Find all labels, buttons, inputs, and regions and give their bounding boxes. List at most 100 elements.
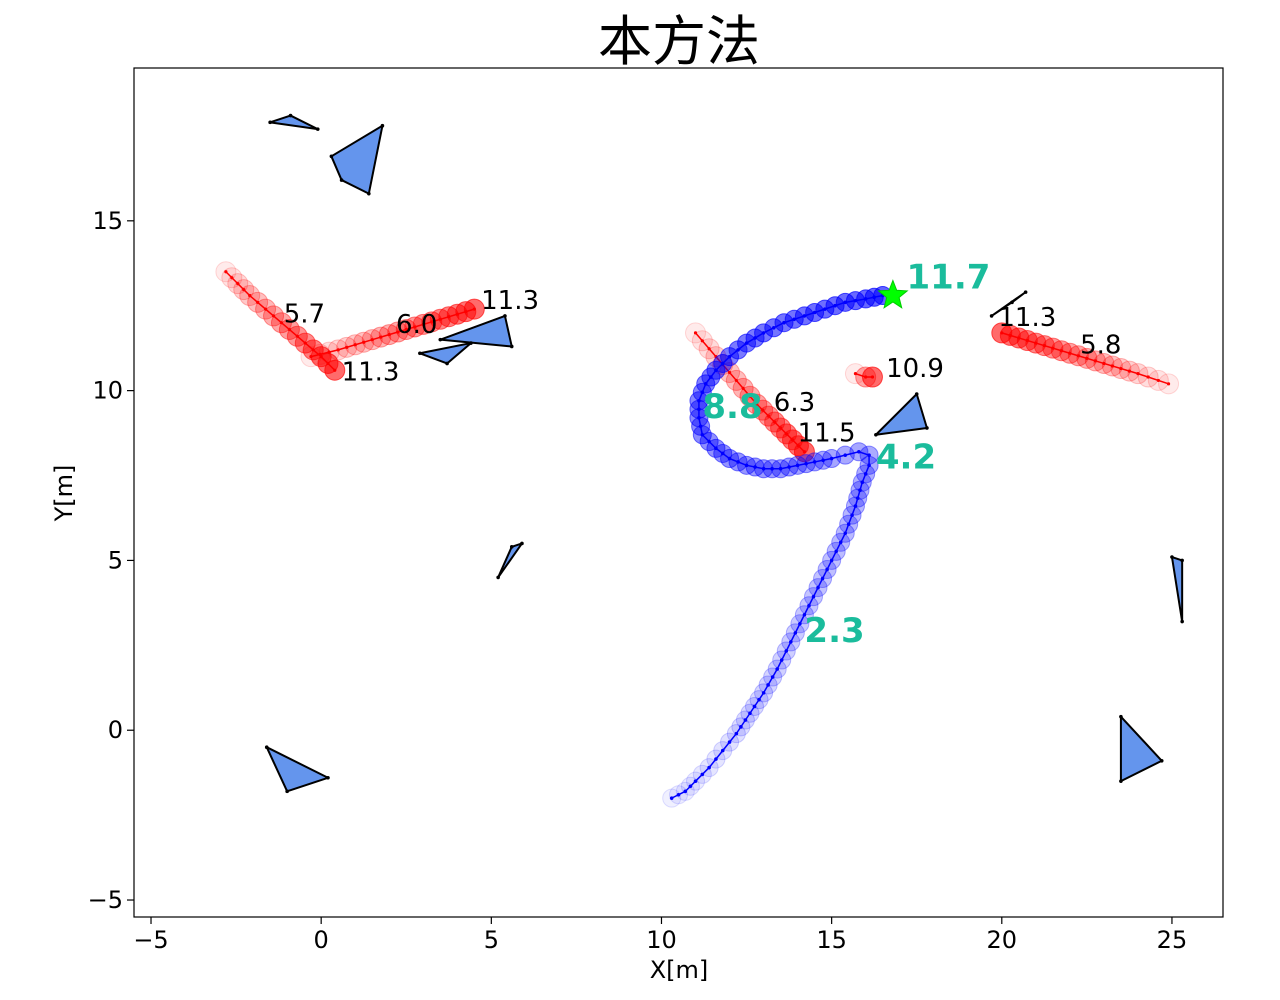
pedestrian-1-point bbox=[318, 352, 322, 356]
robot-point bbox=[804, 461, 808, 466]
robot-point bbox=[707, 765, 711, 770]
pedestrian-2-point bbox=[790, 438, 795, 442]
robot-point bbox=[739, 725, 743, 729]
pedestrian-1-point bbox=[379, 335, 383, 339]
pedestrian-4-point bbox=[1034, 341, 1038, 345]
pedestrian-1-point bbox=[430, 320, 434, 324]
robot-point bbox=[872, 295, 876, 300]
obstacle-7 bbox=[990, 291, 1027, 317]
robot-point bbox=[784, 649, 789, 653]
pedestrian-4-point bbox=[1136, 372, 1140, 376]
robot-point bbox=[857, 449, 861, 454]
pedestrian-4-point bbox=[1025, 338, 1029, 343]
obstacle-9-vertex-2 bbox=[1119, 779, 1123, 783]
pedestrian-1-point bbox=[362, 340, 366, 344]
robot-point bbox=[867, 463, 871, 468]
y-tick-label-15: 15 bbox=[92, 207, 123, 235]
pedestrian-0-point bbox=[230, 276, 234, 280]
y-axis: −5 0 5 10 15 bbox=[88, 207, 134, 914]
obstacle-1-vertex-1 bbox=[380, 123, 385, 128]
robot-point bbox=[709, 375, 713, 379]
y-axis-label: Y[m] bbox=[50, 465, 78, 523]
obstacle-8-vertex-2 bbox=[1180, 619, 1184, 624]
robot-time-label-0: 2.3 bbox=[804, 611, 864, 651]
pedestrian-4-end-label: 11.3 bbox=[998, 303, 1056, 333]
robot-point bbox=[782, 320, 786, 325]
robot-point bbox=[744, 341, 749, 345]
pedestrian-2-point bbox=[707, 347, 711, 351]
robot-point bbox=[855, 496, 860, 500]
pedestrian-1-point bbox=[387, 332, 391, 337]
robot-point bbox=[853, 298, 858, 303]
pedestrian-0-point bbox=[263, 307, 268, 311]
pedestrian-3-point bbox=[870, 375, 875, 379]
robot-point bbox=[676, 792, 681, 797]
obstacle-2-vertex-0 bbox=[438, 337, 443, 342]
robot-point bbox=[789, 640, 793, 644]
robot-point bbox=[867, 453, 871, 457]
pedestrian-2-point bbox=[778, 426, 783, 430]
robot-time-label-3: 11.7 bbox=[907, 258, 991, 298]
obstacle-3-vertex-1 bbox=[469, 341, 473, 345]
pedestrian-1-point bbox=[396, 330, 400, 334]
pedestrian-3-point bbox=[853, 372, 858, 376]
obstacle-7-vertex-2 bbox=[1023, 290, 1028, 294]
robot-point bbox=[792, 317, 797, 322]
robot-point bbox=[816, 585, 820, 590]
obstacle-6-vertex-2 bbox=[925, 426, 929, 430]
robot-point bbox=[761, 466, 766, 471]
robot-point bbox=[823, 307, 827, 311]
pedestrian-4-point bbox=[1156, 378, 1160, 383]
robot-point bbox=[778, 466, 783, 471]
obstacle-3 bbox=[418, 342, 472, 365]
obstacle-6-vertex-1 bbox=[914, 392, 919, 396]
robot-point bbox=[798, 622, 802, 626]
obstacle-4-vertex-2 bbox=[520, 541, 524, 546]
x-tick-label-5: 5 bbox=[484, 926, 499, 954]
robot-point bbox=[693, 779, 698, 783]
pedestrian-0-point bbox=[326, 361, 330, 366]
obstacle-5-vertex-2 bbox=[326, 775, 330, 780]
obstacle-3-vertex-0 bbox=[418, 351, 422, 356]
pedestrian-2-end-label: 11.5 bbox=[798, 419, 856, 449]
robot-point bbox=[714, 757, 718, 761]
pedestrian-4-point bbox=[1042, 344, 1046, 348]
robot-point bbox=[753, 465, 757, 469]
pedestrian-4-point bbox=[1146, 375, 1150, 379]
pedestrian-1-point bbox=[309, 355, 313, 359]
pedestrian-0-end-label: 11.3 bbox=[342, 357, 400, 387]
pedestrian-0-point bbox=[256, 300, 260, 304]
robot-point bbox=[843, 300, 848, 305]
pedestrian-4-point bbox=[1093, 359, 1097, 363]
x-tick-label-15: 15 bbox=[816, 926, 847, 954]
y-tick-label-0: 0 bbox=[108, 716, 123, 744]
obstacle-5-vertex-1 bbox=[285, 789, 289, 794]
x-tick-label--5: −5 bbox=[133, 926, 168, 954]
pedestrian-1-point bbox=[353, 343, 357, 347]
robot-point bbox=[795, 463, 800, 468]
pedestrian-1-point bbox=[404, 327, 408, 332]
pedestrian-1-point bbox=[327, 350, 331, 354]
robot-point bbox=[766, 683, 770, 687]
pedestrian-4-point bbox=[1110, 364, 1114, 368]
robot-point bbox=[843, 453, 848, 457]
pedestrian-4-mid-label: 5.8 bbox=[1080, 330, 1121, 360]
robot-point bbox=[700, 772, 705, 777]
robot-point bbox=[761, 331, 766, 335]
pedestrian-2-point bbox=[693, 331, 698, 335]
plot-area: 5.7 11.3 6.0 11.3 6.311.5 10.9 5.8 11.3 2.3 4.2 8.… bbox=[215, 113, 1184, 808]
robot-point bbox=[821, 458, 825, 463]
robot-point bbox=[736, 460, 740, 464]
robot-point bbox=[683, 789, 688, 794]
pedestrian-2-point bbox=[784, 432, 789, 436]
x-tick-label-20: 20 bbox=[987, 926, 1018, 954]
pedestrian-4-point bbox=[1119, 366, 1123, 371]
robot-point bbox=[863, 472, 868, 476]
pedestrian-1-point bbox=[370, 338, 374, 342]
pedestrian-2-point bbox=[755, 402, 759, 406]
pedestrian-2-point bbox=[741, 386, 745, 390]
pedestrian-2-point bbox=[802, 450, 807, 454]
robot-point bbox=[757, 697, 761, 702]
pedestrian-4-point bbox=[1068, 351, 1072, 355]
x-axis-label: X[m] bbox=[650, 956, 709, 984]
